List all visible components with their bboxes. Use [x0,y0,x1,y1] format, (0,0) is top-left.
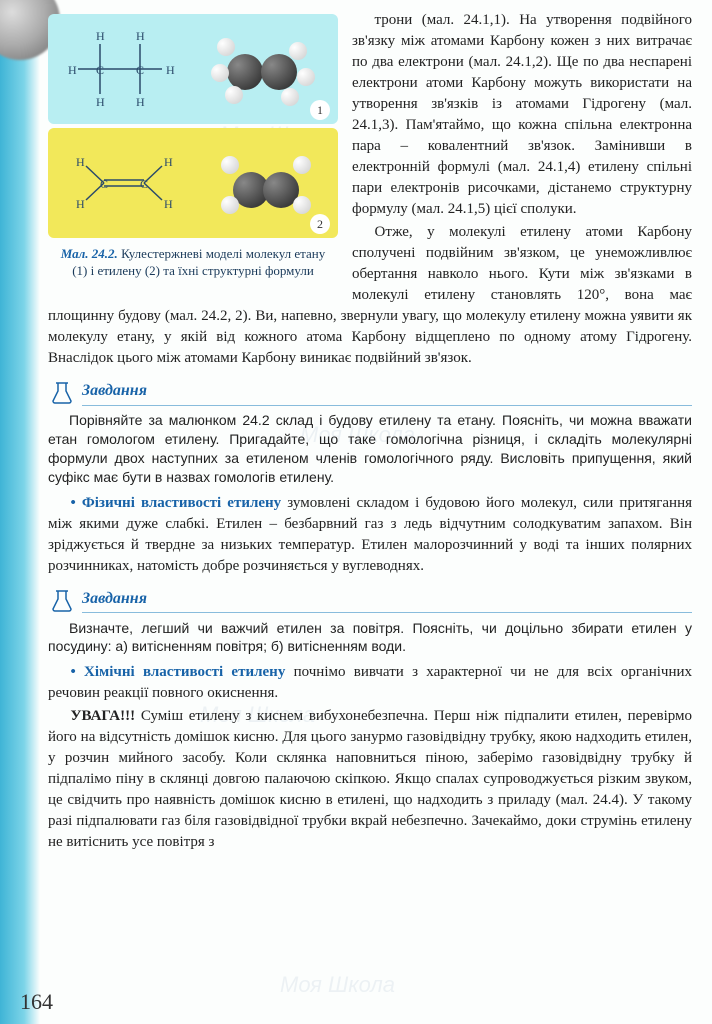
task-header-2: Завдання [48,587,692,615]
svg-text:H: H [164,155,173,169]
task-header-1: Завдання [48,379,692,407]
svg-text:H: H [166,63,175,77]
figure-24-2: C C H H H H H H 1 [48,14,338,284]
svg-text:H: H [164,197,173,211]
flask-icon [48,379,76,407]
paragraph-3: • Фізичні властивості етилену зумовлені … [48,493,692,577]
ethylene-structural-formula: C C H H H H [60,138,190,228]
svg-text:H: H [76,197,85,211]
figure-badge-2: 2 [310,214,330,234]
ethane-3d-model [197,24,327,114]
svg-text:H: H [68,63,77,77]
warning-text: Суміш етилену з киснем вибухонебезпечна.… [48,708,692,850]
flask-icon [48,587,76,615]
paragraph-5: УВАГА!!! Суміш етилену з киснем вибухоне… [48,706,692,853]
svg-text:H: H [76,155,85,169]
task-title-2: Завдання [82,588,692,613]
task-title-1: Завдання [82,380,692,405]
paragraph-4: • Хімічні властивості етилену почнімо ви… [48,662,692,704]
svg-text:H: H [136,29,145,43]
svg-text:C: C [140,177,148,191]
svg-text:H: H [136,95,145,109]
warning-label: УВАГА!!! [71,708,136,724]
svg-text:H: H [96,95,105,109]
task-body-2: Визначте, легший чи важчий етилен за пов… [48,619,692,657]
page-content: C C H H H H H H 1 [48,10,692,1014]
figure-caption: Мал. 24.2. Кулестержневі моделі молекул … [48,242,338,284]
svg-text:C: C [100,177,108,191]
ethylene-3d-model [197,138,327,228]
physical-properties-heading: • Фізичні властивості етилену [71,495,282,511]
ethane-structural-formula: C C H H H H H H [60,24,190,114]
figure-panel-ethane: C C H H H H H H 1 [48,14,338,124]
svg-text:C: C [136,63,144,77]
task-body-1: Порівняйте за малюнком 24.2 склад і будо… [48,411,692,487]
page-number: 164 [20,987,53,1018]
svg-text:C: C [96,63,104,77]
page-sidebar-gradient [0,0,40,1024]
figure-panel-ethylene: C C H H H H 2 [48,128,338,238]
svg-text:H: H [96,29,105,43]
chemical-properties-heading: • Хімічні властивості етилену [71,664,286,680]
figure-badge-1: 1 [310,100,330,120]
figure-title: Мал. 24.2. [61,246,118,261]
